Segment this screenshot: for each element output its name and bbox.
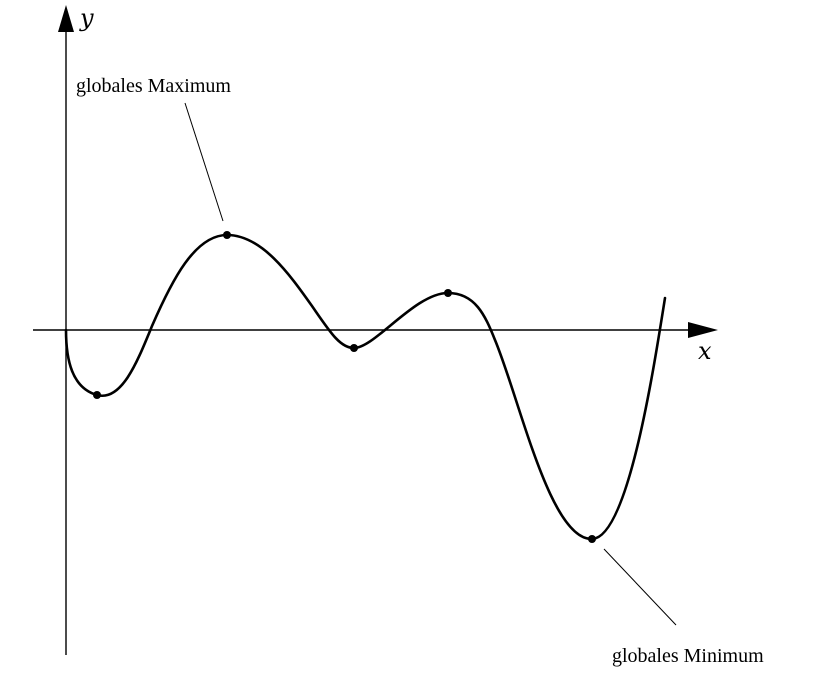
global-min-leader-line — [603, 548, 677, 626]
y-axis-arrowhead — [58, 5, 74, 32]
x-axis-arrowhead — [688, 322, 718, 338]
local-maximum-point — [444, 289, 452, 297]
function-curve — [64, 233, 667, 541]
global-minimum-point — [588, 535, 596, 543]
global-maximum-point — [223, 231, 231, 239]
global-max-leader-line — [184, 102, 224, 222]
local-minimum-point-1 — [93, 391, 101, 399]
x-axis-label: x — [698, 337, 712, 365]
local-minimum-point-2 — [350, 344, 358, 352]
global-min-label: globales Minimum — [612, 645, 764, 667]
y-axis-label: y — [79, 4, 94, 32]
global-max-label: globales Maximum — [76, 75, 231, 97]
